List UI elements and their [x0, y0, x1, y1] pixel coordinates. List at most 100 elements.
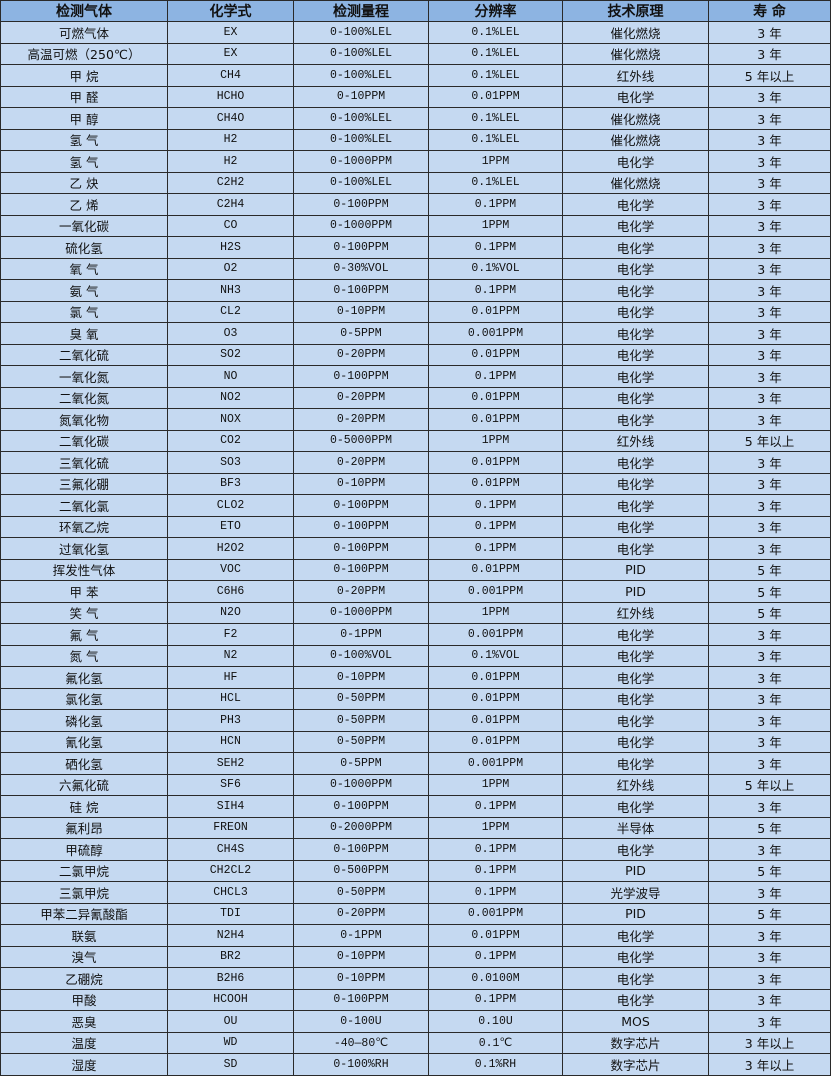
cell-principle: 电化学 [562, 730, 709, 753]
cell-lifespan: 3 年 [708, 279, 831, 302]
cell-range: 0-1000PPM [293, 773, 429, 796]
cell-resolution: 1PPM [428, 601, 563, 624]
cell-range: 0-100PPM [293, 795, 429, 818]
cell-lifespan: 3 年 [708, 988, 831, 1011]
cell-principle: 电化学 [562, 279, 709, 302]
table-row: 恶臭 OU 0-100U 0.10U MOS 3 年 [0, 1010, 831, 1033]
cell-range: 0-100%VOL [293, 644, 429, 667]
cell-formula: CL2 [167, 300, 294, 323]
cell-formula: CH2CL2 [167, 859, 294, 882]
cell-formula: O2 [167, 257, 294, 280]
cell-principle: 半导体 [562, 816, 709, 839]
cell-resolution: 0.1%LEL [428, 21, 563, 44]
table-row: 氢 气 H2 0-100%LEL 0.1%LEL 催化燃烧 3 年 [0, 128, 831, 151]
cell-resolution: 0.01PPM [428, 85, 563, 108]
cell-formula: SIH4 [167, 795, 294, 818]
cell-resolution: 0.1PPM [428, 279, 563, 302]
cell-lifespan: 3 年 [708, 193, 831, 216]
cell-lifespan: 3 年 [708, 214, 831, 237]
cell-range: 0-1PPM [293, 924, 429, 947]
cell-principle: 催化燃烧 [562, 107, 709, 130]
cell-range: 0-100%LEL [293, 64, 429, 87]
table-row: 环氧乙烷 ETO 0-100PPM 0.1PPM 电化学 3 年 [0, 515, 831, 538]
cell-principle: 电化学 [562, 666, 709, 689]
cell-formula: CLO2 [167, 494, 294, 517]
cell-gas-name: 甲苯二异氰酸酯 [0, 902, 168, 925]
cell-lifespan: 3 年 [708, 408, 831, 431]
table-row: 笑 气 N2O 0-1000PPM 1PPM 红外线 5 年 [0, 601, 831, 624]
cell-formula: HCOOH [167, 988, 294, 1011]
cell-principle: 光学波导 [562, 881, 709, 904]
cell-range: 0-20PPM [293, 408, 429, 431]
cell-resolution: 0.1PPM [428, 537, 563, 560]
cell-gas-name: 挥发性气体 [0, 558, 168, 581]
cell-range: 0-100PPM [293, 365, 429, 388]
cell-principle: 红外线 [562, 64, 709, 87]
cell-range: 0-100%LEL [293, 128, 429, 151]
cell-gas-name: 湿度 [0, 1053, 168, 1076]
cell-gas-name: 一氧化碳 [0, 214, 168, 237]
cell-formula: CH4 [167, 64, 294, 87]
cell-gas-name: 乙硼烷 [0, 967, 168, 990]
cell-formula: H2O2 [167, 537, 294, 560]
cell-lifespan: 3 年 [708, 644, 831, 667]
cell-lifespan: 3 年 [708, 687, 831, 710]
cell-resolution: 0.1%LEL [428, 128, 563, 151]
cell-gas-name: 氢 气 [0, 150, 168, 173]
cell-range: 0-50PPM [293, 709, 429, 732]
cell-principle: 电化学 [562, 644, 709, 667]
table-row: 氮 气 N2 0-100%VOL 0.1%VOL 电化学 3 年 [0, 644, 831, 667]
cell-principle: 电化学 [562, 795, 709, 818]
cell-formula: BF3 [167, 472, 294, 495]
cell-gas-name: 恶臭 [0, 1010, 168, 1033]
cell-resolution: 0.01PPM [428, 472, 563, 495]
cell-lifespan: 5 年以上 [708, 429, 831, 452]
cell-resolution: 0.1PPM [428, 859, 563, 882]
cell-formula: O3 [167, 322, 294, 345]
cell-principle: PID [562, 859, 709, 882]
cell-resolution: 0.1%VOL [428, 257, 563, 280]
cell-range: 0-30%VOL [293, 257, 429, 280]
header-row: 检测气体 化学式 检测量程 分辨率 技术原理寿 命 [0, 0, 831, 22]
cell-principle: 电化学 [562, 214, 709, 237]
cell-principle: 电化学 [562, 494, 709, 517]
cell-resolution: 0.01PPM [428, 343, 563, 366]
table-row: 二氯甲烷 CH2CL2 0-500PPM 0.1PPM PID 5 年 [0, 859, 831, 882]
cell-lifespan: 3 年 [708, 21, 831, 44]
cell-resolution: 0.1PPM [428, 945, 563, 968]
cell-range: 0-100PPM [293, 838, 429, 861]
cell-principle: PID [562, 580, 709, 603]
cell-formula: CO [167, 214, 294, 237]
cell-range: 0-20PPM [293, 902, 429, 925]
cell-formula: N2H4 [167, 924, 294, 947]
cell-formula: PH3 [167, 709, 294, 732]
cell-gas-name: 高温可燃（250℃） [0, 42, 168, 65]
cell-gas-name: 甲 苯 [0, 580, 168, 603]
cell-gas-name: 联氨 [0, 924, 168, 947]
table-row: 氯 气 CL2 0-10PPM 0.01PPM 电化学 3 年 [0, 300, 831, 323]
cell-lifespan: 3 年 [708, 150, 831, 173]
cell-principle: 催化燃烧 [562, 42, 709, 65]
cell-lifespan: 3 年以上 [708, 1031, 831, 1054]
table-row: 甲硫醇 CH4S 0-100PPM 0.1PPM 电化学 3 年 [0, 838, 831, 861]
table-row: 乙硼烷 B2H6 0-10PPM 0.0100M 电化学 3 年 [0, 967, 831, 990]
cell-range: -40—80℃ [293, 1031, 429, 1054]
cell-resolution: 0.1PPM [428, 236, 563, 259]
cell-resolution: 0.1PPM [428, 365, 563, 388]
table-row: 氮氧化物 NOX 0-20PPM 0.01PPM 电化学 3 年 [0, 408, 831, 431]
cell-range: 0-1000PPM [293, 601, 429, 624]
cell-principle: 电化学 [562, 150, 709, 173]
table-row: 甲 烷 CH4 0-100%LEL 0.1%LEL 红外线 5 年以上 [0, 64, 831, 87]
cell-formula: HCHO [167, 85, 294, 108]
cell-range: 0-20PPM [293, 386, 429, 409]
cell-principle: 电化学 [562, 967, 709, 990]
cell-principle: 电化学 [562, 945, 709, 968]
cell-formula: CHCL3 [167, 881, 294, 904]
table-row: 一氧化氮 NO 0-100PPM 0.1PPM 电化学 3 年 [0, 365, 831, 388]
cell-lifespan: 3 年 [708, 494, 831, 517]
table-row: 二氧化氮 NO2 0-20PPM 0.01PPM 电化学 3 年 [0, 386, 831, 409]
cell-resolution: 0.1PPM [428, 881, 563, 904]
cell-range: 0-2000PPM [293, 816, 429, 839]
cell-resolution: 0.1℃ [428, 1031, 563, 1054]
cell-gas-name: 环氧乙烷 [0, 515, 168, 538]
